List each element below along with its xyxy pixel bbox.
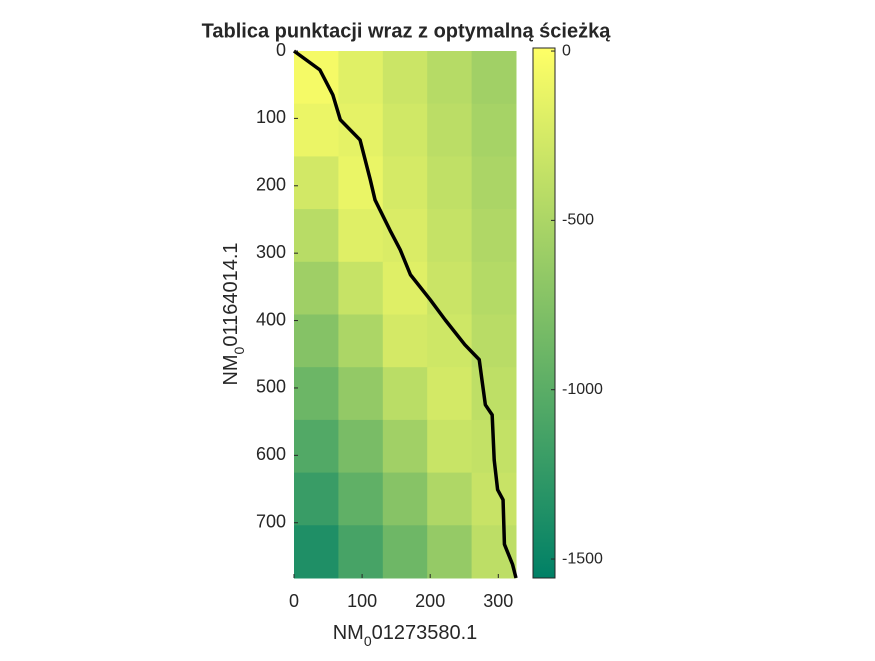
heat-cell [338,472,384,526]
heat-cell [294,472,339,526]
axis-label-part: 0 [364,633,372,649]
heat-cell [382,209,428,263]
heat-cell [427,103,473,157]
heat-cell [427,419,473,474]
heat-cell [382,314,428,368]
heat-cell [471,472,517,526]
heat-cell [427,314,473,368]
colorbar [532,47,556,579]
axis-label-part: NM [220,354,242,385]
y-tick-label: 600 [256,444,286,464]
heat-cell [471,261,517,315]
y-tick-label: 0 [276,40,286,60]
heat-cell [294,261,339,315]
axis-label-part: 01164014.1 [220,242,242,346]
heat-cell [382,419,428,474]
heat-cell [471,156,517,210]
heat-cell [338,209,384,263]
axis-label-part: 01273580.1 [372,622,478,644]
y-tick-label: 500 [256,377,286,397]
heat-cell [382,156,428,210]
chart-title: Tablica punktacji wraz z optymalną ścież… [202,20,612,42]
heat-cell [382,525,428,579]
heat-cell [294,419,339,474]
y-tick-label: 200 [256,175,286,195]
heat-cell [382,472,428,526]
y-tick-label: 100 [256,107,286,127]
colorbar-tick-label: -1000 [562,381,603,398]
axis-label-part: 0 [231,346,247,354]
heat-cell [294,156,339,210]
heat-cell [471,367,517,421]
optimal-path [292,49,518,579]
x-tick-label: 100 [347,591,377,611]
y-tick-label: 300 [256,242,286,262]
colorbar-tick-label: -500 [562,212,594,229]
heat-cell [294,314,339,368]
heat-cell [294,367,339,421]
heat-cell [382,103,428,157]
x-tick-label: 300 [483,591,513,611]
heat-cell [338,419,384,474]
heat-cell [427,51,473,105]
heat-cell [294,525,339,579]
axis-label: NM001273580.1 [333,622,478,648]
heat-cell [427,209,473,263]
heat-cell [338,51,384,105]
heat-cell [338,367,384,421]
y-tick-label: 700 [256,511,286,531]
heat-cell [427,472,473,526]
y-tick-label: 400 [256,309,286,329]
heat-cell [382,51,428,105]
axis-label-part: NM [333,622,364,644]
heat-cell [471,209,517,263]
heat-cell [471,525,517,579]
heat-cell [294,209,339,263]
heat-cell [338,525,384,579]
heat-cell [471,51,517,105]
heat-cell [471,103,517,157]
heat-cell [338,314,384,368]
heat-cell [382,367,428,421]
x-tick-label: 0 [289,591,299,611]
colorbar-tick-label: 0 [562,42,571,59]
heat-cell [427,367,473,421]
heat-cell [294,103,339,157]
heat-cell [338,261,384,315]
heat-cell [427,156,473,210]
colorbar-tick-label: -1500 [562,550,603,567]
heat-cell [427,525,473,579]
x-tick-label: 200 [415,591,445,611]
axis-label: NM001164014.1 [220,242,246,385]
